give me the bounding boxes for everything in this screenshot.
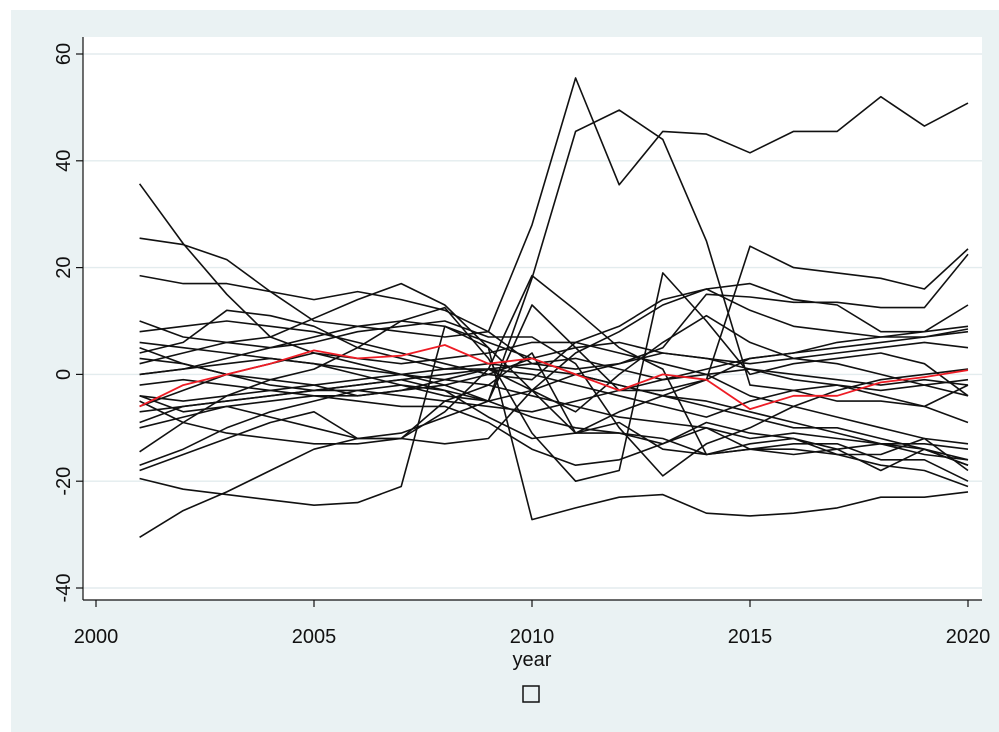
y-tick-label: -40 (53, 574, 75, 603)
x-tick-label: 2020 (946, 626, 991, 648)
series-line-23 (139, 352, 969, 402)
y-tick-label: 0 (53, 369, 75, 380)
series-line-20 (139, 341, 969, 429)
y-tick-label: 40 (53, 150, 75, 172)
y-tick-label: 20 (53, 256, 75, 278)
y-tick-label: 60 (53, 43, 75, 65)
series-line-5 (139, 325, 969, 521)
series-line-25 (139, 304, 969, 413)
legend-marker (522, 685, 540, 703)
x-tick-label: 2000 (74, 626, 119, 648)
series-line-4 (139, 109, 969, 538)
series-line-8 (139, 320, 969, 477)
series-line-6 (139, 352, 969, 472)
series-line-1 (138, 183, 969, 461)
x-tick-label: 2015 (728, 626, 773, 648)
plot-area (83, 37, 982, 600)
x-axis-ticks: 2000 2005 2010 2015 2020 (74, 600, 991, 648)
series-line-9 (139, 309, 969, 472)
series-line-17 (139, 346, 969, 424)
y-axis-ticks: -40 -20 0 20 40 60 (53, 43, 83, 603)
x-axis-title: year (513, 649, 552, 671)
x-tick-label: 2010 (510, 626, 555, 648)
highlight-series-line (139, 344, 969, 411)
series-line-16 (139, 328, 969, 466)
series-line-24 (139, 341, 969, 488)
series-line-21 (139, 357, 969, 397)
x-tick-label: 2005 (292, 626, 337, 648)
series-line-12 (139, 274, 969, 482)
legend (522, 685, 540, 703)
series-line-19 (139, 378, 969, 467)
series-line-2 (139, 77, 969, 338)
y-tick-label: -20 (53, 467, 75, 496)
highlight-series (139, 344, 969, 411)
